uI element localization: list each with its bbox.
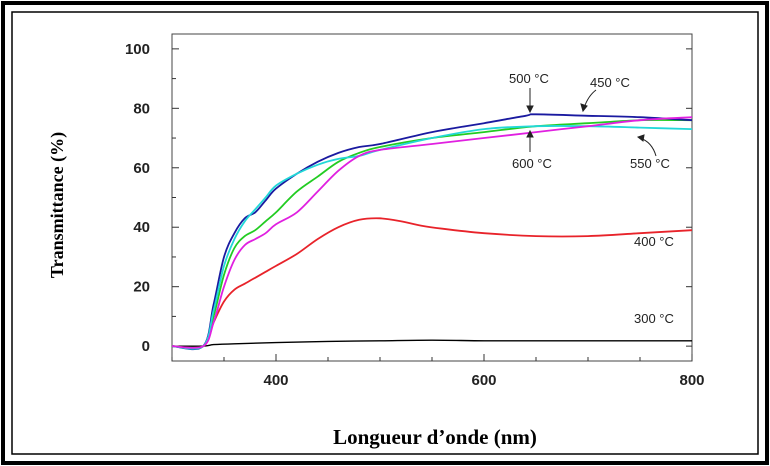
inner-frame [11,11,759,455]
y-axis-ticks: 0 20 40 60 80 100 [125,41,692,355]
series-label-500: 500 °C [509,71,549,86]
y-tick-label: 20 [133,279,150,296]
pointer-450-head [580,103,588,113]
series-lines [171,113,693,351]
y-tick-label: 100 [125,41,150,58]
label-pointers [526,88,657,157]
y-tick-label: 80 [133,100,150,117]
series-line-300 [171,339,692,347]
series-line-400 [171,217,693,349]
y-tick-label: 40 [133,219,150,236]
series-label-300: 300 °C [634,311,674,326]
x-tick-label: 800 [679,372,704,389]
series-label-550: 550 °C [630,156,670,171]
pointer-500-head [526,105,534,114]
series-line-500 [171,113,693,351]
pointer-600-head [526,129,534,138]
series-label-400: 400 °C [634,234,674,249]
x-axis-ticks: 400 600 800 [171,354,705,389]
series-label-group: 500 °C 450 °C 600 °C 550 °C 400 °C 300 °… [509,71,674,326]
pointer-550-head [636,134,645,142]
series-label-450: 450 °C [590,75,630,90]
y-tick-label: 0 [142,338,150,355]
y-axis-title: Transmittance (%) [47,132,68,278]
series-line-550 [171,125,693,350]
x-axis-title: Longueur d’onde (nm) [333,425,537,449]
series-line-600 [171,116,693,349]
series-label-600: 600 °C [512,156,552,171]
x-tick-label: 400 [263,372,288,389]
y-tick-label: 60 [133,160,150,177]
x-tick-label: 600 [471,372,496,389]
